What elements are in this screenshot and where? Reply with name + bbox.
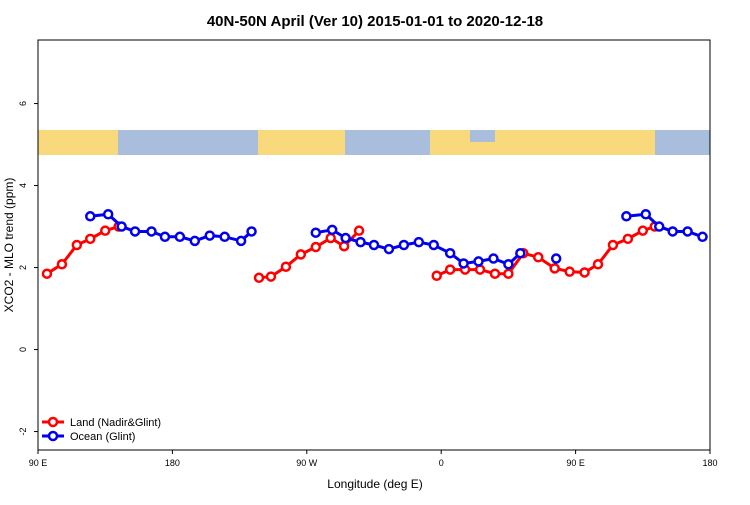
data-point bbox=[515, 247, 526, 259]
data-point bbox=[159, 231, 171, 243]
data-point bbox=[340, 232, 351, 244]
data-point bbox=[235, 235, 247, 247]
legend: Land (Nadir&Glint) Ocean (Glint) bbox=[42, 416, 161, 443]
data-point bbox=[474, 264, 486, 275]
data-point bbox=[653, 221, 665, 232]
data-point bbox=[174, 231, 186, 243]
data-point bbox=[129, 226, 141, 237]
data-point bbox=[428, 239, 439, 251]
data-point bbox=[550, 253, 562, 264]
data-point bbox=[444, 247, 456, 259]
data-point bbox=[246, 226, 257, 237]
data-point bbox=[102, 209, 114, 220]
y-tick-label: 2 bbox=[18, 265, 28, 270]
data-point bbox=[637, 225, 649, 236]
data-point bbox=[413, 236, 425, 248]
x-tick-label: 90 E bbox=[566, 458, 585, 468]
data-point bbox=[56, 259, 68, 270]
data-point bbox=[310, 241, 322, 253]
data-point bbox=[488, 253, 499, 264]
y-tick-label: 0 bbox=[18, 347, 28, 352]
data-point bbox=[71, 239, 83, 251]
data-point bbox=[325, 232, 336, 244]
y-axis-label: XCO2 - MLO trend (ppm) bbox=[2, 178, 16, 313]
data-point bbox=[85, 233, 96, 245]
x-tick-label: 90 E bbox=[29, 458, 48, 468]
data-point bbox=[219, 231, 230, 243]
data-point bbox=[383, 243, 395, 255]
data-point bbox=[338, 240, 350, 252]
data-point bbox=[368, 239, 380, 251]
data-point bbox=[549, 263, 560, 274]
data-point bbox=[640, 209, 652, 220]
data-point bbox=[355, 236, 366, 248]
data-point bbox=[621, 211, 632, 222]
x-tick-label: 180 bbox=[702, 458, 717, 468]
legend-marker bbox=[47, 430, 59, 442]
data-point bbox=[533, 252, 544, 263]
data-point bbox=[473, 256, 484, 267]
data-point bbox=[503, 268, 514, 279]
x-axis-label: Longitude (deg E) bbox=[327, 477, 422, 491]
data-point bbox=[116, 221, 127, 232]
data-point bbox=[682, 226, 693, 237]
plot-frame bbox=[37, 39, 711, 451]
legend-label: Land (Nadir&Glint) bbox=[70, 417, 161, 429]
data-point bbox=[85, 211, 96, 222]
data-point bbox=[189, 235, 201, 247]
map-strip bbox=[38, 130, 710, 155]
data-point bbox=[564, 266, 575, 277]
data-point bbox=[592, 259, 604, 270]
data-point bbox=[41, 268, 53, 279]
data-point bbox=[431, 270, 442, 281]
data-point bbox=[489, 268, 501, 279]
data-point bbox=[458, 258, 469, 269]
data-point bbox=[503, 259, 514, 270]
data-point bbox=[444, 264, 456, 275]
y-tick-label: 6 bbox=[18, 101, 28, 106]
data-point bbox=[265, 271, 277, 282]
data-point bbox=[667, 226, 678, 237]
chart-title: 40N-50N April (Ver 10) 2015-01-01 to 202… bbox=[207, 13, 543, 30]
data-point bbox=[146, 226, 157, 237]
data-point bbox=[280, 261, 292, 272]
data-point bbox=[326, 224, 338, 236]
data-point bbox=[697, 231, 708, 243]
data-point bbox=[579, 267, 590, 278]
data-point bbox=[204, 230, 215, 241]
data-point bbox=[398, 239, 410, 251]
data-point bbox=[99, 225, 111, 236]
legend-label: Ocean (Glint) bbox=[70, 431, 135, 443]
y-tick-label: 4 bbox=[18, 183, 28, 188]
data-point bbox=[310, 227, 322, 238]
y-tick-label: -2 bbox=[18, 428, 28, 436]
legend-marker bbox=[47, 416, 59, 428]
x-tick-label: 0 bbox=[439, 458, 444, 468]
data-point bbox=[295, 249, 307, 260]
x-tick-label: 180 bbox=[165, 458, 180, 468]
data-point bbox=[607, 239, 619, 251]
data-point bbox=[622, 233, 634, 245]
data-point bbox=[353, 225, 365, 236]
data-point bbox=[253, 272, 265, 284]
x-tick-label: 90 W bbox=[296, 458, 318, 468]
